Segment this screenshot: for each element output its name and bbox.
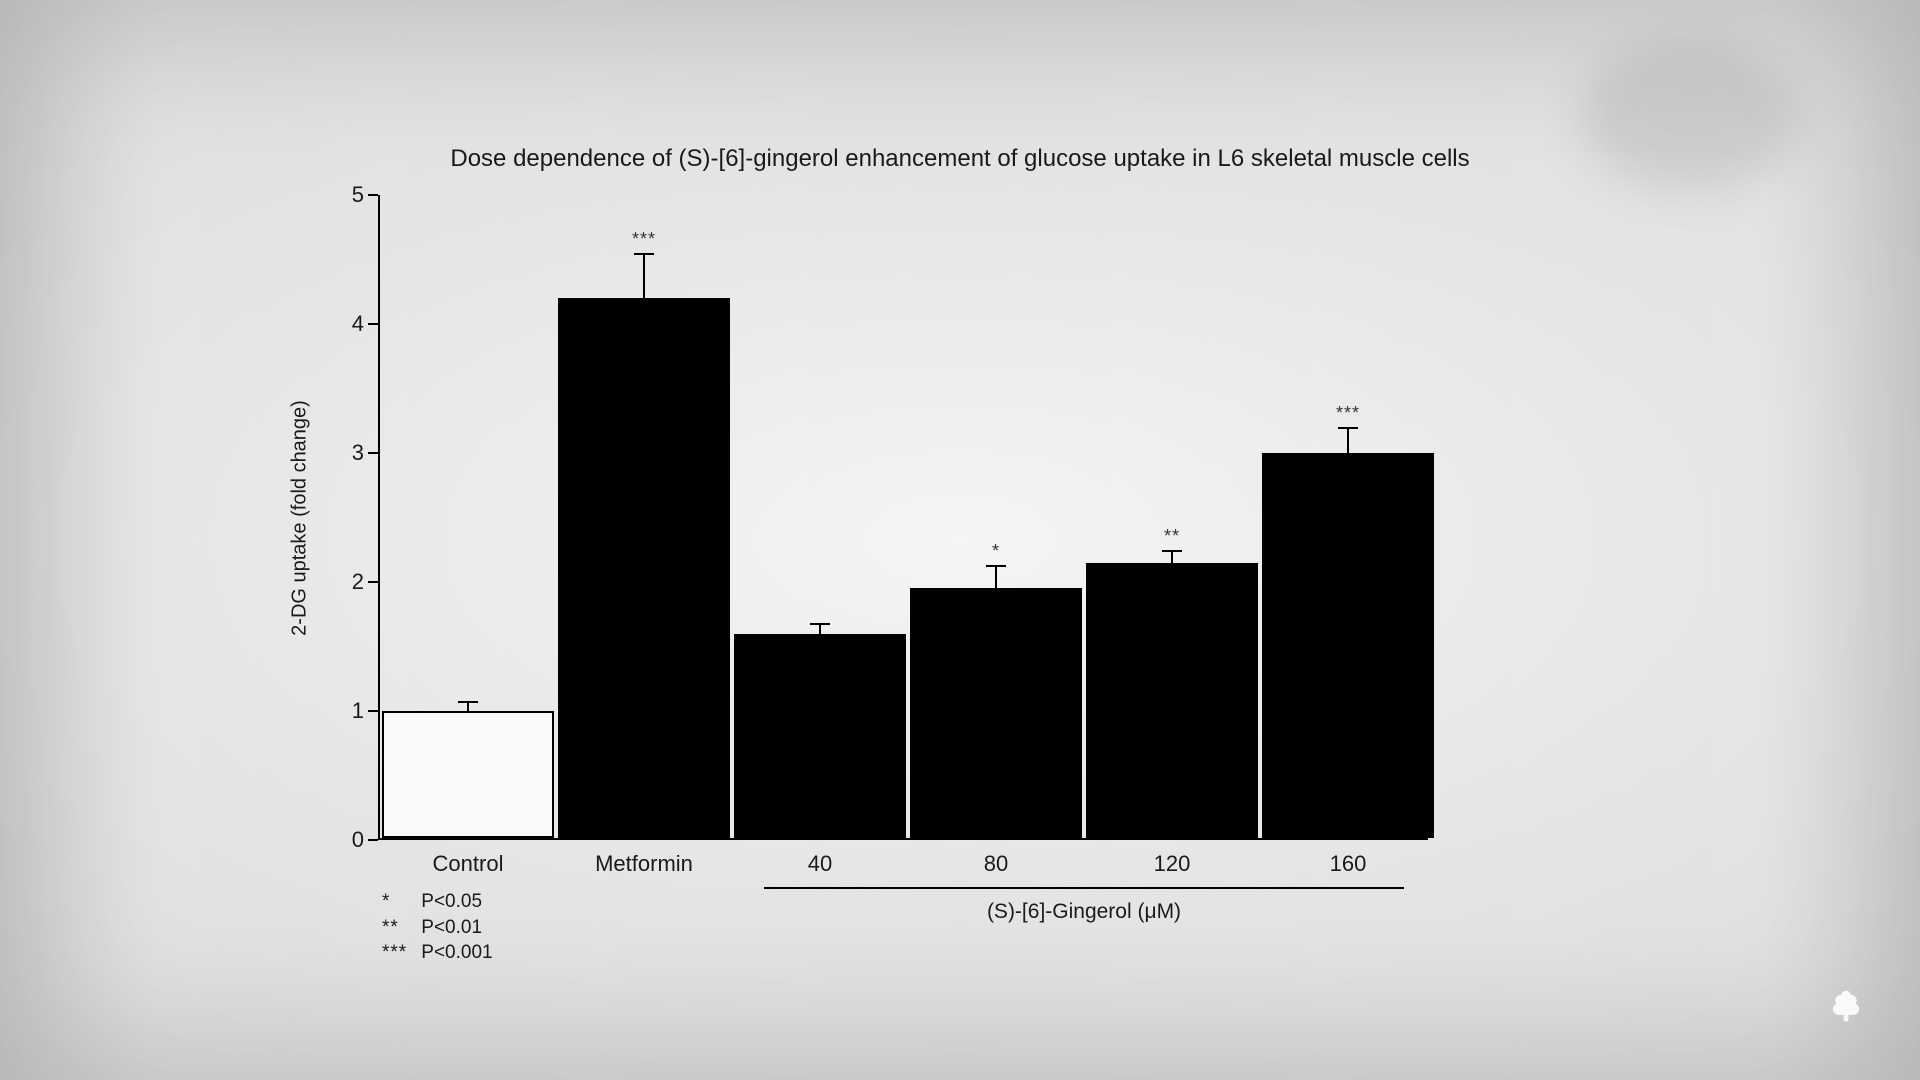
y-tick-label: 1 xyxy=(352,698,364,724)
background-blur-top-right xyxy=(1580,40,1800,190)
y-axis-label: 2-DG uptake (fold change) xyxy=(289,400,312,636)
bar xyxy=(382,711,554,838)
x-group-underline xyxy=(764,887,1404,889)
error-bar-stem xyxy=(995,565,997,588)
error-bar-stem xyxy=(643,253,645,298)
legend-symbol: *** xyxy=(382,940,416,966)
y-axis-line xyxy=(378,195,380,840)
bar xyxy=(910,588,1082,838)
chart-plot-area: 2-DG uptake (fold change) 012345 Control… xyxy=(378,195,1428,840)
x-tick-label: 120 xyxy=(1154,851,1191,877)
legend-row: ** P<0.01 xyxy=(382,915,493,941)
bar xyxy=(734,634,906,838)
significance-legend: * P<0.05** P<0.01*** P<0.001 xyxy=(382,889,493,966)
watermark-tree-icon xyxy=(1827,987,1865,1025)
y-tick-label: 3 xyxy=(352,440,364,466)
x-tick-label: Control xyxy=(433,851,504,877)
y-tick xyxy=(368,710,378,712)
legend-text: P<0.05 xyxy=(416,891,482,912)
significance-marker: * xyxy=(992,541,1000,562)
bar xyxy=(1262,453,1434,838)
significance-marker: *** xyxy=(1336,403,1360,424)
legend-symbol: ** xyxy=(382,915,416,941)
error-bar-stem xyxy=(1347,427,1349,453)
error-bar-cap xyxy=(458,701,478,703)
y-tick-label: 2 xyxy=(352,569,364,595)
chart-title: Dose dependence of (S)-[6]-gingerol enha… xyxy=(450,145,1469,173)
legend-row: * P<0.05 xyxy=(382,889,493,915)
legend-text: P<0.01 xyxy=(416,917,482,938)
legend-symbol: * xyxy=(382,889,416,915)
x-tick-label: 160 xyxy=(1330,851,1367,877)
error-bar-cap xyxy=(1162,550,1182,552)
significance-marker: ** xyxy=(1164,526,1180,547)
error-bar-cap xyxy=(986,565,1006,567)
y-tick xyxy=(368,323,378,325)
y-tick-label: 0 xyxy=(352,827,364,853)
bar xyxy=(1086,563,1258,838)
legend-text: P<0.001 xyxy=(416,942,493,963)
y-tick xyxy=(368,194,378,196)
error-bar-cap xyxy=(1338,427,1358,429)
y-tick xyxy=(368,581,378,583)
x-axis-line xyxy=(378,838,1428,840)
y-tick-label: 5 xyxy=(352,182,364,208)
error-bar-cap xyxy=(810,623,830,625)
x-tick-label: 80 xyxy=(984,851,1008,877)
error-bar-cap xyxy=(634,253,654,255)
significance-marker: *** xyxy=(632,229,656,250)
legend-row: *** P<0.001 xyxy=(382,940,493,966)
x-tick-label: Metformin xyxy=(595,851,693,877)
y-tick xyxy=(368,452,378,454)
x-tick-label: 40 xyxy=(808,851,832,877)
x-group-label: (S)-[6]-Gingerol (μM) xyxy=(987,900,1181,924)
y-tick-label: 4 xyxy=(352,311,364,337)
bar xyxy=(558,298,730,838)
y-tick xyxy=(368,839,378,841)
